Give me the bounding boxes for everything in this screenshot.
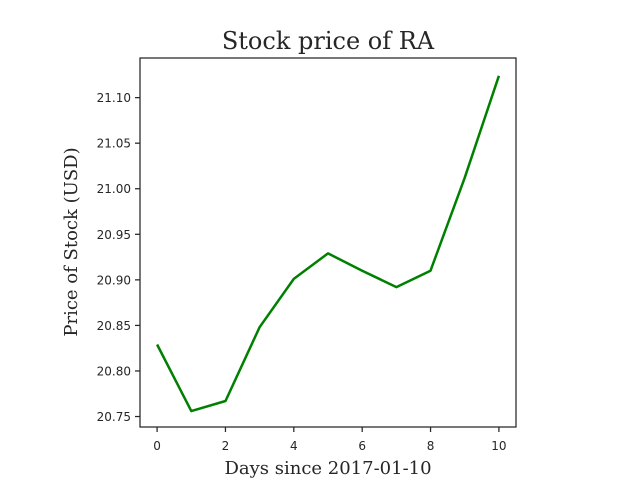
y-tick-label-20.85: 20.85 xyxy=(97,319,131,333)
series-line-0 xyxy=(155,75,501,413)
y-tick-label-21.00: 21.00 xyxy=(97,182,131,196)
chart-title: Stock price of RA xyxy=(222,27,435,55)
x-axis-label: Days since 2017-01-10 xyxy=(224,458,431,479)
y-tick-label-20.90: 20.90 xyxy=(97,273,131,287)
x-tick-label-4: 4 xyxy=(290,439,298,453)
y-tick-label-21.10: 21.10 xyxy=(97,91,131,105)
x-tick-label-2: 2 xyxy=(222,439,230,453)
y-tick-label-20.75: 20.75 xyxy=(97,410,131,424)
plot-area: 0 2 4 6 8 10 20.75 20.80 20.85 20.90 20.95 21.00 21.… xyxy=(97,57,517,453)
x-tick-label-0: 0 xyxy=(153,439,161,453)
y-axis-label: Price of Stock (USD) xyxy=(61,147,82,336)
x-tick-label-10: 10 xyxy=(491,439,506,453)
y-tick-label-20.95: 20.95 xyxy=(97,228,131,242)
x-tick-label-6: 6 xyxy=(358,439,366,453)
axes-frame xyxy=(139,57,517,428)
y-tick-label-20.80: 20.80 xyxy=(97,364,131,378)
x-tick-label-8: 8 xyxy=(427,439,435,453)
y-tick-label-21.05: 21.05 xyxy=(97,137,131,151)
